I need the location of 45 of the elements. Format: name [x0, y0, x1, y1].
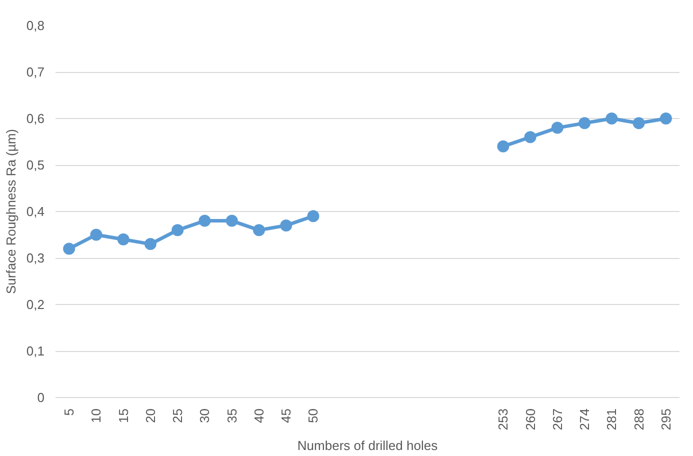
- x-tick-label: 35: [224, 408, 240, 423]
- x-tick-label: 288: [631, 408, 646, 430]
- y-tick-label: 0: [37, 390, 45, 405]
- point: [578, 117, 591, 130]
- x-tick-label: 40: [251, 408, 266, 423]
- point: [226, 214, 238, 227]
- x-tick-label: 15: [116, 408, 131, 423]
- point: [606, 112, 618, 124]
- y-tick-label: 0,6: [26, 111, 45, 126]
- y-tick-label: 0,3: [26, 250, 45, 266]
- point: [632, 117, 645, 130]
- y-tick-label: 0,5: [26, 158, 45, 172]
- point: [172, 224, 184, 236]
- x-tick-label: 281: [604, 408, 620, 430]
- y-tick-label: 0,2: [26, 297, 45, 312]
- y-tick-label: 0,1: [26, 344, 45, 358]
- point: [198, 214, 211, 227]
- x-axis-title: Numbers of drilled holes: [297, 438, 438, 454]
- x-tick-label: 10: [88, 408, 104, 423]
- x-tick-label: 253: [496, 408, 511, 430]
- point: [497, 140, 510, 152]
- point: [280, 219, 292, 232]
- x-tick-label: 5: [62, 408, 77, 416]
- y-tick-label: 0,4: [26, 204, 45, 219]
- x-tick-label: 274: [577, 408, 592, 430]
- x-tick-label: 267: [550, 408, 565, 430]
- point: [144, 238, 156, 250]
- x-tick-label: 20: [142, 408, 158, 423]
- point: [660, 112, 672, 124]
- x-tick-label: 260: [522, 408, 538, 430]
- x-tick-label: 45: [278, 408, 294, 423]
- y-tick-label: 0,7: [26, 64, 45, 80]
- point: [252, 224, 265, 236]
- x-tick-label: 30: [197, 408, 212, 423]
- y-axis-title: Surface Roughness Ra (µm): [3, 128, 18, 294]
- x-tick-label: 295: [658, 408, 674, 430]
- point: [551, 122, 564, 134]
- point: [307, 210, 320, 222]
- point: [90, 228, 102, 241]
- point: [63, 242, 76, 255]
- x-tick-label: 50: [306, 408, 321, 423]
- x-tick-label: 25: [170, 408, 186, 423]
- point: [117, 233, 130, 246]
- point: [524, 131, 536, 144]
- y-tick-label: 0,8: [26, 18, 45, 33]
